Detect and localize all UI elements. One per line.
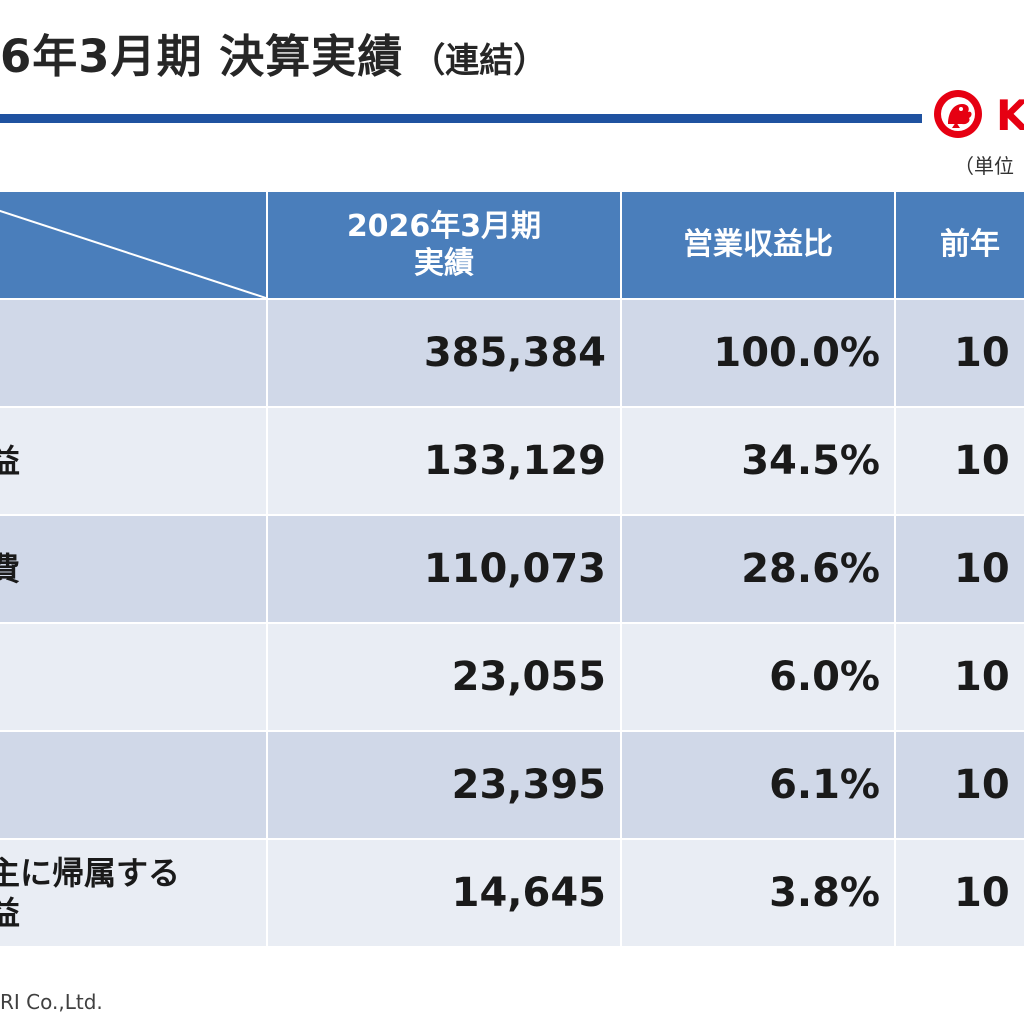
results-table-container: 2026年3月期 実績 営業収益比 前年 益 385,384 100.0% 10 — [0, 190, 1024, 965]
slide-title: 6年3月期 決算実績 （連結） — [0, 20, 547, 100]
company-logo: K — [926, 86, 1024, 142]
diagonal-divider — [0, 209, 266, 298]
row-ratio: 3.8% — [620, 838, 896, 948]
title-subtitle: （連結） — [411, 41, 548, 81]
column-header-yoy-text: 前年 — [940, 227, 1000, 263]
row-value: 133,129 — [266, 406, 622, 516]
row-value: 385,384 — [266, 298, 622, 408]
row-label: 益 — [0, 622, 268, 732]
row-label: 理費 — [0, 514, 268, 624]
corner-header-cell — [0, 190, 268, 300]
column-header-ratio: 営業収益比 — [620, 190, 896, 300]
copyright-footer: RI Co.,Ltd. — [0, 990, 103, 1014]
row-yoy: 10 — [894, 406, 1024, 516]
row-ratio: 34.5% — [620, 406, 896, 516]
row-value: 23,395 — [266, 730, 622, 840]
row-yoy: 10 — [894, 622, 1024, 732]
row-yoy: 10 — [894, 298, 1024, 408]
table-row: 株主に帰属する 利益 14,645 3.8% 10 — [0, 838, 1024, 948]
row-label: 益 — [0, 298, 268, 408]
table-row: 理費 110,073 28.6% 10 — [0, 514, 1024, 624]
row-yoy: 10 — [894, 838, 1024, 948]
row-ratio: 28.6% — [620, 514, 896, 624]
row-yoy: 10 — [894, 514, 1024, 624]
row-ratio: 100.0% — [620, 298, 896, 408]
unit-note: （単位 — [954, 154, 1014, 178]
row-value: 110,073 — [266, 514, 622, 624]
rooster-logo-icon — [934, 90, 982, 138]
row-ratio: 6.0% — [620, 622, 896, 732]
column-header-period-text: 2026年3月期 実績 — [346, 208, 542, 282]
row-ratio: 6.1% — [620, 730, 896, 840]
table-row: 益 23,055 6.0% 10 — [0, 622, 1024, 732]
row-label: 株主に帰属する 利益 — [0, 838, 268, 948]
row-label: 利益 — [0, 406, 268, 516]
title-underline — [0, 114, 922, 123]
row-yoy: 10 — [894, 730, 1024, 840]
row-value: 23,055 — [266, 622, 622, 732]
title-text: 6年3月期 決算実績 — [0, 30, 404, 83]
table-row: 益 385,384 100.0% 10 — [0, 298, 1024, 408]
column-header-yoy: 前年 — [894, 190, 1024, 300]
row-label: 益 — [0, 730, 268, 840]
logo-text: K — [996, 91, 1024, 140]
results-table: 2026年3月期 実績 営業収益比 前年 益 385,384 100.0% 10 — [0, 190, 1024, 948]
column-header-ratio-text: 営業収益比 — [683, 227, 833, 263]
table-row: 利益 133,129 34.5% 10 — [0, 406, 1024, 516]
table-row: 益 23,395 6.1% 10 — [0, 730, 1024, 840]
table-header-row: 2026年3月期 実績 営業収益比 前年 — [0, 190, 1024, 300]
row-value: 14,645 — [266, 838, 622, 948]
column-header-period: 2026年3月期 実績 — [266, 190, 622, 300]
